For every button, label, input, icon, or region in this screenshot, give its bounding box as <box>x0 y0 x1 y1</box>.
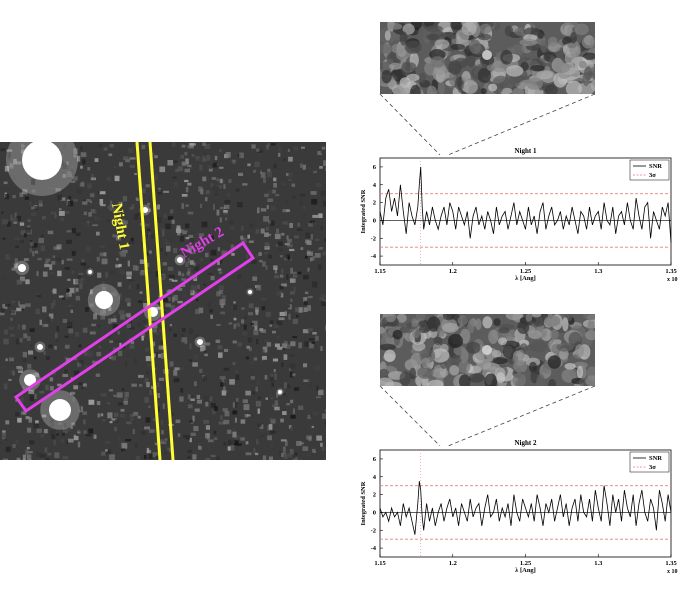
plot-frame <box>379 449 672 558</box>
chart-title: Night 1 <box>515 147 537 155</box>
night-1-slit-label: Night 1 <box>108 202 132 251</box>
night-2-cutout-image <box>380 314 595 386</box>
x-axis-label: λ [Ang] <box>515 567 536 574</box>
cutout-noise <box>380 314 595 386</box>
y-tick-label: -4 <box>371 253 377 260</box>
legend-box <box>629 451 670 473</box>
night-1-snr-chart: Night 1 1.15 1.2 1.25 1.3 1.35 -4 -2 0 2 4 6 λ [Ang]… <box>360 147 678 283</box>
star <box>49 399 71 421</box>
night-2-slit-box <box>13 240 256 414</box>
plot-frame <box>379 157 672 266</box>
y-axis-label: Integrated SNR <box>360 189 367 233</box>
y-tick-label: -2 <box>371 235 376 242</box>
night-2-snr-chart: Night 2 1.15 1.2 1.25 1.3 1.35 -4 -2 0 2 4 6 λ [Ang]… <box>360 439 678 575</box>
legend-entry-3sigma: 3σ <box>649 464 656 471</box>
x-tick-label: 1.15 <box>374 268 386 275</box>
x-tick-label: 1.2 <box>449 560 457 567</box>
x-tick-label: 1.35 <box>665 268 677 275</box>
star <box>248 290 252 294</box>
x-tick-label: 1.15 <box>374 560 386 567</box>
y-tick-label: 2 <box>373 492 376 499</box>
star <box>197 339 203 345</box>
x-tick-label: 1.3 <box>594 268 603 275</box>
x-tick-label: 1.35 <box>665 560 677 567</box>
sky-field-canvas: Night 1 Night 2 <box>0 142 326 460</box>
y-tick-label: 6 <box>373 456 377 463</box>
star <box>177 257 183 263</box>
night-1-slit-left-edge <box>135 142 162 460</box>
x-axis-label: λ [Ang] <box>515 275 536 282</box>
night-1-slit-right-edge <box>148 142 175 460</box>
y-tick-label: 4 <box>373 182 377 189</box>
cutout-noise <box>380 22 595 94</box>
snr-series-line <box>379 166 672 243</box>
night-1-cutout-image <box>380 22 595 94</box>
star <box>37 344 43 350</box>
y-tick-label: 6 <box>373 164 377 171</box>
legend-entry-3sigma: 3σ <box>649 172 656 179</box>
y-tick-label: 0 <box>373 509 376 516</box>
y-tick-label: 4 <box>373 474 377 481</box>
x-tick-label: 1.3 <box>594 560 603 567</box>
chart-title: Night 2 <box>515 439 537 447</box>
sky-field-image: Night 1 Night 2 <box>0 142 326 460</box>
y-tick-label: -2 <box>371 527 376 534</box>
star <box>278 390 282 394</box>
star <box>88 270 92 274</box>
star <box>24 374 36 386</box>
y-tick-label: -4 <box>371 545 377 552</box>
night-2-cutout-canvas <box>380 314 595 386</box>
x-tick-label: 1.25 <box>520 560 532 567</box>
star <box>22 142 62 180</box>
x-tick-label: 1.2 <box>449 268 457 275</box>
legend-box <box>629 159 670 181</box>
star <box>95 291 113 309</box>
y-axis-label: Integrated SNR <box>360 481 367 525</box>
legend-entry-snr: SNR <box>649 163 662 170</box>
night-1-cutout-canvas <box>380 22 595 94</box>
star <box>18 264 26 272</box>
x-tick-label: 1.25 <box>520 268 532 275</box>
y-tick-label: 0 <box>373 217 376 224</box>
noise-texture <box>0 142 326 460</box>
y-tick-label: 2 <box>373 200 376 207</box>
emission-blob <box>482 50 492 60</box>
x-multiplier: x 10 <box>667 277 678 283</box>
x-multiplier: x 10 <box>667 569 678 575</box>
legend-entry-snr: SNR <box>649 455 662 462</box>
emission-blob <box>482 345 492 355</box>
snr-series-line <box>379 481 672 535</box>
